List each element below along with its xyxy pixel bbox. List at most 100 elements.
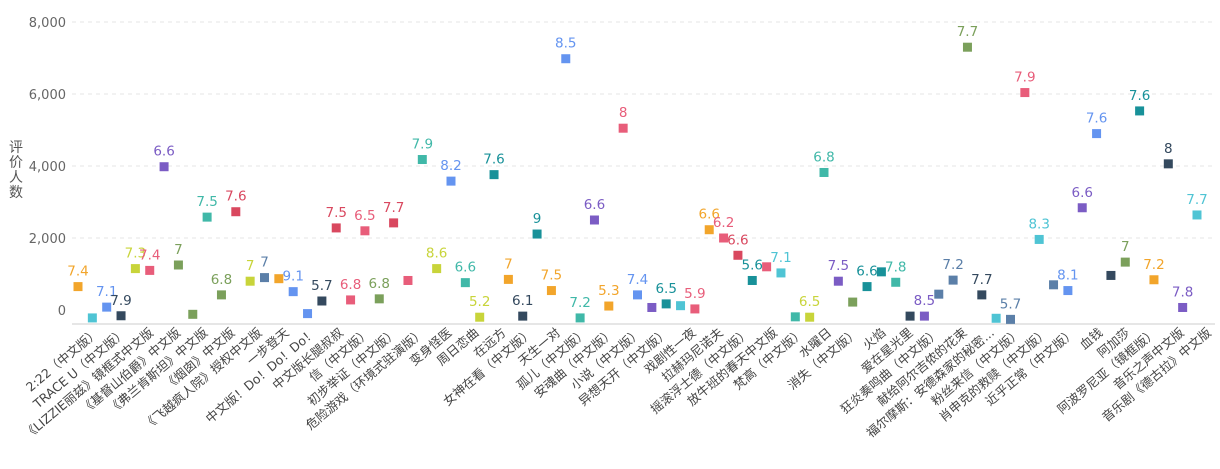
data-label: 7.7 (971, 272, 992, 288)
data-point[interactable] (733, 250, 743, 260)
data-point[interactable] (1192, 210, 1202, 220)
data-point[interactable] (919, 311, 929, 321)
data-point[interactable] (216, 290, 226, 300)
data-point[interactable] (417, 155, 427, 165)
data-point[interactable] (231, 207, 241, 217)
data-point[interactable] (604, 301, 614, 311)
data-label: 6.6 (727, 232, 748, 248)
data-label: 6.6 (584, 197, 605, 213)
data-label: 7.5 (196, 194, 217, 210)
data-point[interactable] (633, 290, 642, 300)
data-point[interactable] (389, 218, 399, 228)
data-point[interactable] (676, 301, 686, 311)
data-point[interactable] (346, 295, 356, 305)
data-label: 6.1 (512, 293, 533, 309)
data-point[interactable] (489, 170, 499, 180)
data-point[interactable] (1063, 286, 1073, 296)
data-point[interactable] (776, 268, 786, 278)
data-label: 7.9 (1014, 70, 1035, 86)
data-point[interactable] (962, 42, 972, 52)
data-point[interactable] (446, 176, 456, 186)
data-point[interactable] (1020, 88, 1030, 98)
data-point[interactable] (589, 215, 599, 225)
data-point[interactable] (260, 273, 269, 283)
data-point[interactable] (145, 265, 155, 275)
data-point[interactable] (130, 264, 140, 274)
data-point[interactable] (647, 302, 657, 312)
data-point[interactable] (891, 277, 901, 287)
data-point[interactable] (102, 302, 112, 312)
data-point[interactable] (331, 223, 341, 233)
data-point[interactable] (274, 274, 284, 284)
data-point[interactable] (87, 313, 97, 323)
data-point[interactable] (1077, 203, 1087, 213)
data-label: 7.6 (1129, 88, 1150, 104)
data-point[interactable] (977, 290, 987, 300)
data-point[interactable] (73, 282, 83, 292)
data-point[interactable] (719, 233, 729, 243)
data-point[interactable] (819, 167, 829, 177)
data-point[interactable] (790, 312, 800, 322)
data-point[interactable] (948, 275, 958, 285)
data-point[interactable] (403, 275, 413, 285)
data-point[interactable] (360, 226, 370, 236)
data-label: 7.4 (139, 247, 160, 263)
data-point[interactable] (1049, 280, 1059, 290)
data-label: 8 (1164, 141, 1173, 157)
data-point[interactable] (460, 278, 470, 288)
data-point[interactable] (690, 304, 700, 314)
data-point[interactable] (1120, 257, 1130, 267)
data-label: 6.6 (153, 144, 174, 160)
data-point[interactable] (374, 294, 384, 304)
data-point[interactable] (303, 309, 313, 319)
data-label: 7.6 (483, 152, 504, 168)
data-point[interactable] (317, 296, 327, 306)
data-point[interactable] (503, 274, 513, 284)
x-axis-categories: 2:22（中文版）TRACE U（中文版）《LIZZIE丽兹》镜框式中文版《基督… (21, 324, 1215, 441)
data-point[interactable] (618, 123, 628, 133)
data-point[interactable] (833, 276, 843, 286)
data-point[interactable] (1178, 302, 1188, 312)
data-point[interactable] (532, 229, 542, 239)
data-point[interactable] (762, 262, 772, 272)
data-point[interactable] (116, 311, 126, 321)
data-label: 7.5 (325, 205, 346, 221)
data-label: 8.3 (1028, 216, 1049, 232)
data-point[interactable] (518, 311, 528, 321)
data-point[interactable] (905, 311, 915, 321)
data-point[interactable] (1163, 159, 1173, 169)
data-point[interactable] (876, 267, 886, 277)
data-point[interactable] (1149, 275, 1159, 285)
data-point[interactable] (475, 312, 485, 322)
data-point[interactable] (991, 313, 1001, 323)
data-point[interactable] (747, 275, 757, 285)
data-label: 5.9 (684, 286, 705, 302)
data-point[interactable] (546, 286, 556, 296)
data-point[interactable] (661, 299, 671, 309)
data-point[interactable] (848, 297, 858, 307)
data-point[interactable] (1034, 234, 1044, 244)
data-point[interactable] (1106, 270, 1116, 280)
data-point[interactable] (862, 282, 872, 292)
data-label: 7.3 (125, 246, 146, 262)
data-point[interactable] (805, 312, 815, 322)
y-axis-ticks: 0 2,000 4,000 6,000 8,000 (29, 16, 66, 319)
data-point[interactable] (432, 264, 442, 274)
data-point[interactable] (1092, 129, 1102, 139)
data-point[interactable] (575, 313, 585, 323)
data-label: 7.5 (541, 268, 562, 284)
data-point[interactable] (202, 212, 212, 222)
data-point[interactable] (1006, 314, 1015, 324)
data-point[interactable] (288, 287, 298, 297)
data-label: 6.6 (1071, 185, 1092, 201)
data-point[interactable] (561, 54, 571, 64)
data-point[interactable] (188, 309, 198, 319)
data-point[interactable] (704, 225, 714, 235)
data-point[interactable] (1135, 106, 1145, 116)
data-point[interactable] (159, 162, 169, 172)
data-label: 8.2 (440, 158, 461, 174)
data-point[interactable] (245, 276, 255, 286)
data-point[interactable] (173, 260, 183, 270)
data-point[interactable] (934, 289, 944, 299)
